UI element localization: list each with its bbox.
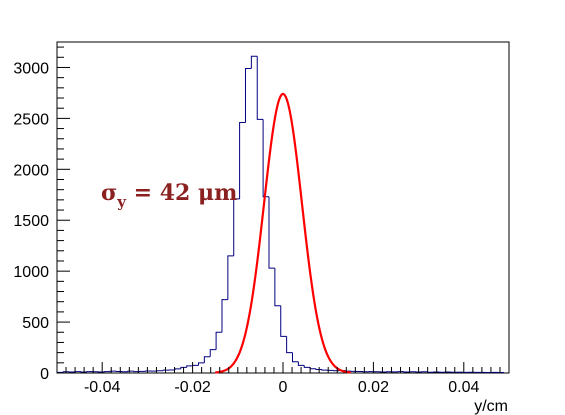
histogram-bin	[256, 56, 264, 120]
histogram-bin	[209, 349, 217, 357]
y-tick-label: 500	[22, 315, 49, 332]
histogram-bin	[268, 196, 275, 269]
histogram-bin	[274, 268, 281, 307]
y-tick-label: 1500	[13, 213, 49, 230]
x-tick-label: -0.02	[174, 379, 211, 396]
histogram-bin	[192, 364, 199, 366]
histogram-bin	[286, 336, 293, 354]
histogram-bin	[262, 119, 269, 198]
y-tick-label: 2000	[13, 162, 49, 179]
histogram-bin	[174, 368, 181, 370]
sigma-value: = 42 μm	[126, 180, 237, 206]
histogram-bin	[297, 361, 305, 366]
histogram-bin	[309, 367, 316, 370]
histogram-bin	[215, 331, 222, 350]
x-tick-label: 0.04	[448, 379, 479, 396]
x-tick-label: 0	[279, 379, 288, 396]
x-tick-label: 0.02	[358, 379, 389, 396]
sigma-subscript: y	[116, 193, 127, 211]
histogram-bin	[62, 371, 70, 373]
y-tick-label: 2500	[13, 111, 49, 128]
histogram-bin	[321, 369, 328, 371]
y-tick-label: 3000	[13, 60, 49, 77]
histogram-bin	[197, 362, 205, 366]
y-tick-label: 0	[40, 366, 49, 383]
histogram-bin	[180, 366, 187, 369]
x-axis-title: y/cm	[474, 398, 508, 415]
histogram-bin	[315, 368, 322, 370]
histogram-bin	[291, 352, 299, 363]
y-tick-label: 1000	[13, 264, 49, 281]
histogram-bin	[244, 67, 252, 123]
x-axis: -0.04 -0.02 0 0.02 0.04	[56, 362, 510, 396]
histogram-bin	[227, 255, 234, 300]
fit-curve-group	[215, 92, 351, 374]
histogram-bin	[233, 198, 240, 256]
histogram-bin	[186, 365, 193, 368]
histogram-bin	[203, 356, 211, 363]
histogram-bin	[127, 370, 134, 372]
histogram-series	[56, 55, 505, 373]
histogram-bin	[239, 121, 246, 199]
x-tick-label: -0.04	[84, 379, 121, 396]
y-axis: 0 500 1000 1500 2000 2500 3000	[13, 46, 70, 383]
histogram-bin	[250, 55, 258, 69]
histogram-bin	[303, 365, 311, 368]
gaussian-fit-curve	[215, 92, 351, 374]
sigma-annotation: σy = 42 μm	[101, 180, 237, 211]
histogram-bin	[162, 369, 170, 371]
sigma-symbol: σ	[101, 180, 117, 206]
histogram-bin	[280, 305, 287, 337]
histogram-bin	[221, 299, 228, 333]
